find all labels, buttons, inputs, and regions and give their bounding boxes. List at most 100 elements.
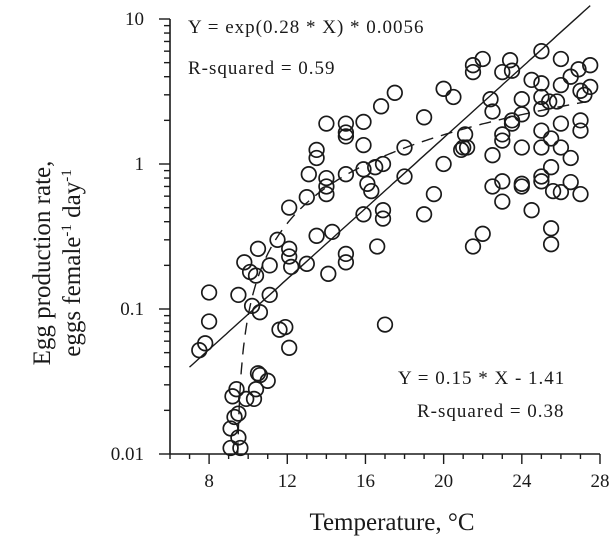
data-point-marker xyxy=(552,115,570,132)
data-point-marker xyxy=(484,147,501,164)
data-point-marker xyxy=(236,254,253,271)
data-point-marker xyxy=(435,80,452,97)
data-point-marker xyxy=(318,169,335,187)
data-point-marker xyxy=(337,254,355,271)
data-point-marker xyxy=(355,136,372,154)
data-point-marker xyxy=(552,50,570,68)
data-point-marker xyxy=(238,390,255,408)
data-point-marker xyxy=(445,88,462,106)
data-point-marker xyxy=(376,316,394,333)
y-tick-label: 0.01 xyxy=(111,444,144,465)
x-tick-label: 12 xyxy=(278,471,297,492)
data-point-marker xyxy=(298,189,315,206)
data-point-marker xyxy=(494,132,511,149)
data-point-marker xyxy=(308,149,325,167)
data-point-marker xyxy=(374,210,392,227)
data-point-marker xyxy=(572,82,589,99)
scatter-markers xyxy=(191,43,599,457)
y-axis-ticks: 0.01 0.1 1 10 xyxy=(111,9,170,465)
data-point-marker xyxy=(533,139,550,156)
data-point-marker xyxy=(318,115,335,132)
data-point-marker xyxy=(582,57,599,74)
y-axis-title-line2: eggs female-1 day-1 xyxy=(59,169,86,356)
data-point-marker xyxy=(544,182,562,200)
y-axis-unit-sup1: -1 xyxy=(59,224,75,237)
y-axis-unit-day: day xyxy=(59,181,86,224)
data-point-marker xyxy=(523,71,540,89)
data-point-marker xyxy=(474,50,491,68)
data-point-marker xyxy=(533,88,550,106)
data-point-marker xyxy=(372,98,390,115)
data-point-marker xyxy=(261,257,278,274)
data-point-marker xyxy=(464,238,482,255)
exp-fit-equation: Y = exp(0.28 * X) * 0.0056 xyxy=(188,17,425,38)
data-point-marker xyxy=(200,284,218,301)
data-point-marker xyxy=(533,173,550,190)
data-point-marker xyxy=(283,258,300,276)
data-point-marker xyxy=(415,206,433,223)
data-point-marker xyxy=(269,231,286,248)
data-point-marker xyxy=(542,159,560,176)
data-point-marker xyxy=(542,130,560,147)
data-point-marker xyxy=(548,93,566,110)
data-point-marker xyxy=(308,227,325,244)
data-point-marker xyxy=(570,61,587,78)
data-point-marker xyxy=(552,76,570,94)
data-point-marker xyxy=(513,91,530,108)
data-point-marker xyxy=(337,245,355,263)
data-point-marker xyxy=(355,113,372,131)
data-point-marker xyxy=(474,225,491,242)
y-tick-label: 0.1 xyxy=(120,299,144,320)
y-axis-unit-sup2: -1 xyxy=(59,169,75,182)
data-point-marker xyxy=(277,318,294,336)
data-point-marker xyxy=(396,168,413,185)
data-point-marker xyxy=(572,112,589,129)
data-point-marker xyxy=(281,339,298,356)
data-point-marker xyxy=(230,286,247,304)
data-point-marker xyxy=(484,103,501,120)
linear-fit-dashed-line xyxy=(237,100,591,455)
data-point-marker xyxy=(261,286,278,304)
x-tick-label: 28 xyxy=(591,471,610,492)
data-point-marker xyxy=(523,202,540,219)
data-point-marker xyxy=(281,248,298,265)
data-point-marker xyxy=(542,220,560,237)
data-point-marker xyxy=(482,91,499,108)
data-point-marker xyxy=(374,155,392,173)
y-tick-label: 10 xyxy=(125,9,144,30)
data-point-marker xyxy=(503,115,521,132)
data-point-marker xyxy=(501,52,519,69)
data-point-marker xyxy=(355,206,372,223)
data-point-marker xyxy=(494,193,511,210)
data-point-marker xyxy=(298,255,315,272)
data-point-marker xyxy=(455,139,472,156)
data-point-marker xyxy=(552,139,570,156)
data-point-marker xyxy=(386,84,403,101)
y-axis-title-line1: Egg production rate, xyxy=(29,161,56,366)
data-point-marker xyxy=(308,141,325,159)
data-point-marker xyxy=(300,166,317,183)
data-point-marker xyxy=(572,122,589,139)
data-point-marker xyxy=(320,265,337,282)
data-point-marker xyxy=(337,115,355,132)
data-point-marker xyxy=(533,75,550,92)
data-point-marker xyxy=(228,381,245,398)
data-point-marker xyxy=(533,122,550,139)
data-point-marker xyxy=(435,155,452,173)
data-point-marker xyxy=(324,223,341,241)
data-point-marker xyxy=(318,178,335,195)
y-tick-label: 1 xyxy=(135,154,145,175)
data-point-marker xyxy=(232,439,249,457)
x-axis-title: Temperature, °C xyxy=(309,509,474,536)
data-point-marker xyxy=(245,390,263,408)
data-point-marker xyxy=(425,185,443,203)
data-point-marker xyxy=(249,240,267,257)
data-point-marker xyxy=(337,124,355,141)
data-point-marker xyxy=(197,335,214,352)
data-point-marker xyxy=(337,166,355,183)
data-point-marker xyxy=(318,185,335,203)
data-point-marker xyxy=(494,63,511,81)
data-point-marker xyxy=(552,183,570,201)
data-point-marker xyxy=(226,408,243,426)
